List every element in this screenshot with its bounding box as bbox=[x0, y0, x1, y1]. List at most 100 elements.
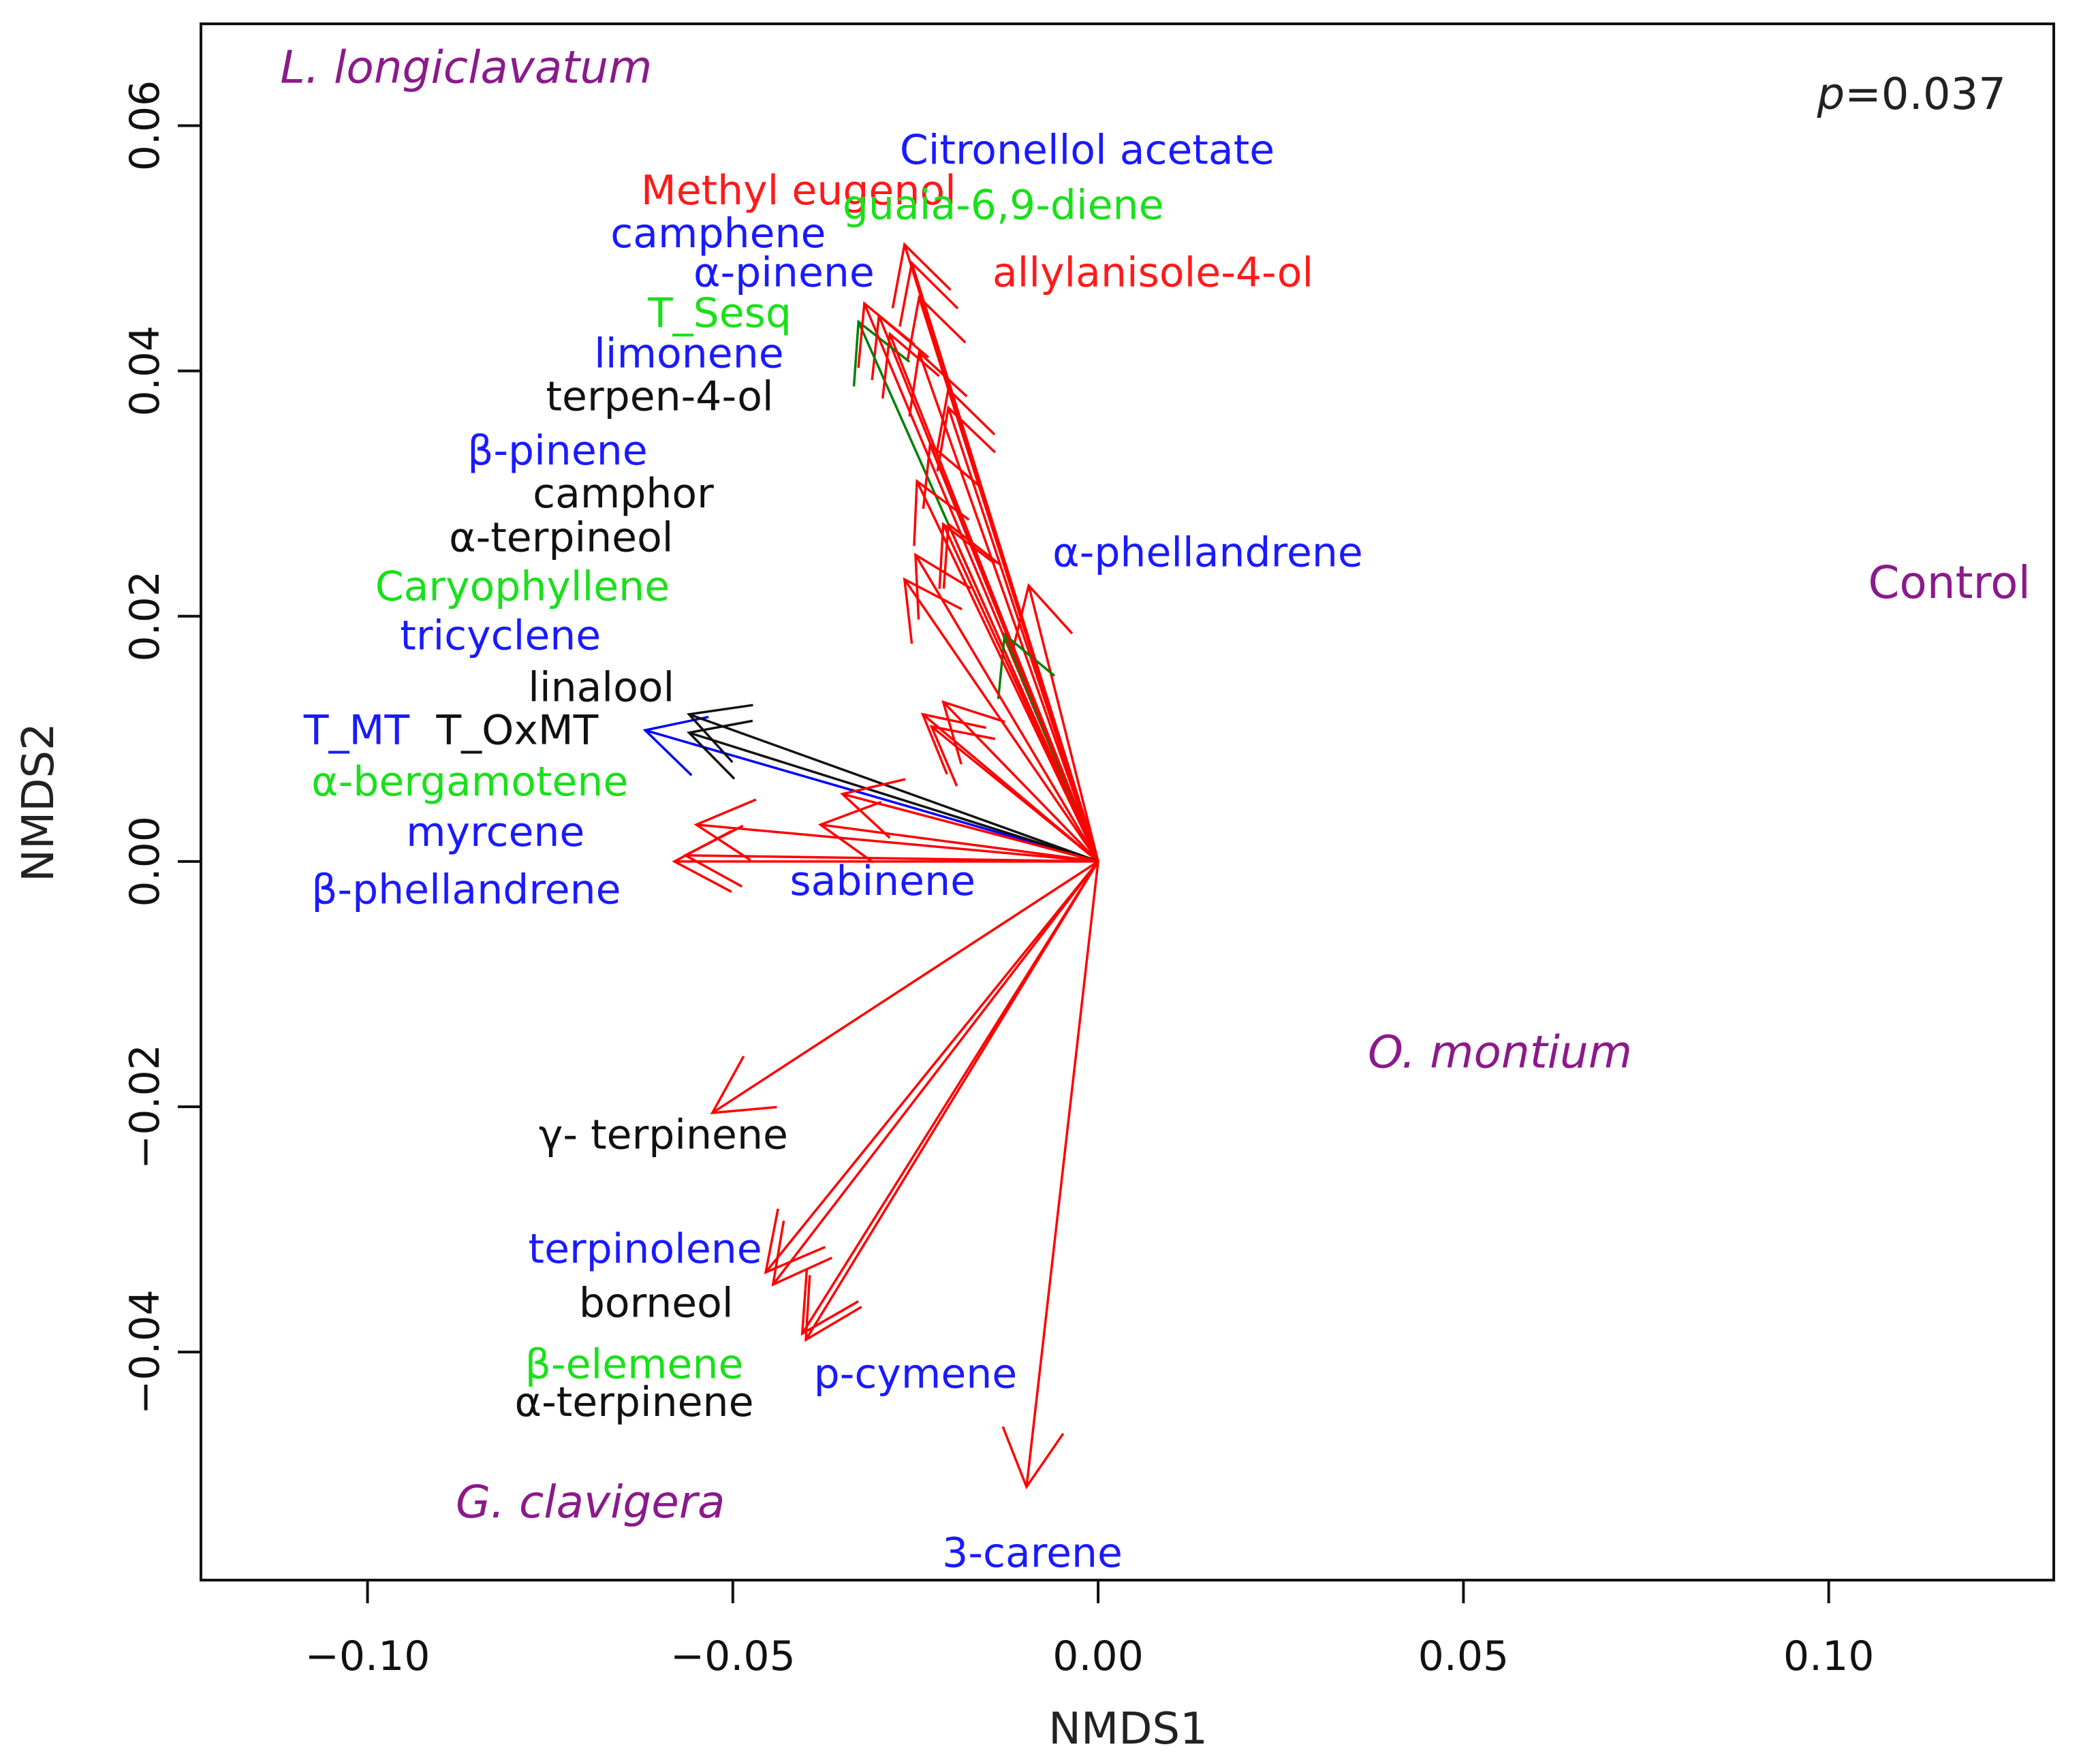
vector-shaft bbox=[644, 729, 1099, 863]
vector-shaft bbox=[942, 523, 1099, 862]
vector-shaft bbox=[947, 389, 1099, 862]
group-label: G. clavigera bbox=[456, 1476, 725, 1528]
vector-shaft bbox=[930, 725, 1099, 863]
vector-arrowhead bbox=[771, 1220, 833, 1287]
vector-arrowhead bbox=[710, 1055, 777, 1114]
vector-arrow bbox=[710, 860, 1099, 1114]
vector-label: terpen-4-ol bbox=[546, 373, 774, 421]
vector-label: sabinene bbox=[789, 857, 975, 905]
vector-shaft bbox=[711, 860, 1099, 1114]
vector-label: Caryophyllene bbox=[375, 563, 670, 611]
p-value-annotation: p=0.037 bbox=[1817, 69, 2006, 120]
vector-arrowhead bbox=[938, 522, 996, 589]
vector-arrowhead bbox=[840, 778, 906, 839]
y-tick-label: 0.04 bbox=[121, 326, 169, 417]
vector-label: α-phellandrene bbox=[1052, 529, 1363, 576]
vector-shaft bbox=[688, 713, 1099, 863]
p-symbol: p bbox=[1817, 69, 1845, 120]
vector-arrowhead bbox=[929, 725, 996, 787]
vector-arrow bbox=[935, 387, 1099, 862]
vector-label: terpinolene bbox=[529, 1225, 762, 1273]
vector-arrowhead bbox=[764, 1208, 826, 1274]
vector-shaft bbox=[918, 351, 1099, 862]
vector-arrowhead bbox=[903, 577, 963, 644]
vector-arrowhead bbox=[906, 294, 967, 362]
vector-arrow bbox=[804, 860, 1099, 1342]
vector-shaft bbox=[842, 793, 1099, 863]
vector-arrow bbox=[686, 719, 1099, 863]
vector-shaft bbox=[1025, 861, 1099, 1487]
vector-shaft bbox=[1027, 585, 1099, 862]
vector-arrowhead bbox=[800, 1269, 859, 1336]
vector-arrow bbox=[1012, 583, 1099, 862]
vector-arrowhead bbox=[941, 700, 1005, 765]
vector-shaft bbox=[928, 443, 1099, 862]
vector-shaft bbox=[772, 860, 1099, 1286]
vector-arrowhead bbox=[908, 350, 968, 417]
vector-arrow bbox=[686, 704, 1099, 863]
vector-arrow bbox=[642, 715, 1099, 863]
vector-label: β-phellandrene bbox=[311, 866, 621, 913]
vector-arrowhead bbox=[693, 798, 757, 862]
y-tick-label: 0.02 bbox=[121, 571, 169, 662]
vector-label: γ- terpinene bbox=[539, 1112, 788, 1159]
vector-shaft bbox=[688, 731, 1099, 863]
vector-arrowhead bbox=[920, 712, 986, 775]
vector-arrowhead bbox=[686, 719, 753, 780]
vector-arrow bbox=[672, 830, 1099, 893]
vector-label: camphene bbox=[610, 210, 826, 257]
vector-arrowhead bbox=[936, 405, 997, 472]
vector-label: α-pinene bbox=[693, 249, 875, 297]
vector-arrowhead bbox=[852, 319, 911, 387]
vector-label: p-cymene bbox=[814, 1351, 1018, 1398]
vector-label: T_Sesq bbox=[647, 289, 792, 337]
vector-label: myrcene bbox=[406, 808, 584, 856]
group-label: L. longiclavatum bbox=[280, 41, 652, 93]
x-tick-label: 0.10 bbox=[1783, 1633, 1875, 1680]
vector-arrowhead bbox=[642, 715, 709, 776]
vector-arrow bbox=[941, 700, 1099, 863]
y-axis-title: NMDS2 bbox=[14, 723, 64, 882]
vector-arrowhead bbox=[1001, 1426, 1065, 1490]
loading-vectors bbox=[642, 242, 1099, 1490]
vector-shaft bbox=[696, 823, 1099, 863]
vector-arrow bbox=[938, 522, 1099, 862]
vector-shaft bbox=[942, 701, 1099, 863]
vector-label: allylanisole-4-ol bbox=[992, 249, 1313, 297]
vector-arrow bbox=[1001, 861, 1099, 1490]
vector-label: borneol bbox=[579, 1279, 734, 1327]
vector-shaft bbox=[804, 860, 1099, 1340]
vector-arrow bbox=[764, 860, 1099, 1274]
vector-arrowhead bbox=[891, 242, 952, 309]
vector-arrow bbox=[693, 798, 1099, 863]
vector-shaft bbox=[764, 860, 1099, 1274]
vector-label: T_OxMT bbox=[436, 706, 599, 754]
y-tick-label: 0.06 bbox=[121, 80, 169, 172]
vector-arrowhead bbox=[672, 830, 732, 893]
vector-label: β-elemene bbox=[525, 1340, 744, 1388]
vector-label: camphor bbox=[533, 470, 714, 518]
vector-arrow bbox=[929, 725, 1099, 863]
x-tick-label: −0.10 bbox=[305, 1633, 431, 1680]
vector-arrow bbox=[817, 800, 1099, 864]
vector-arrowhead bbox=[942, 522, 1001, 589]
vector-shaft bbox=[914, 554, 1099, 862]
vector-arrow bbox=[771, 860, 1099, 1287]
x-axis-title: NMDS1 bbox=[1048, 1704, 1208, 1754]
vector-label: α-bergamotene bbox=[311, 758, 628, 806]
vector-label: limonene bbox=[594, 330, 783, 378]
group-label: O. montium bbox=[1368, 1026, 1632, 1078]
vector-label: tricyclene bbox=[400, 612, 601, 660]
vector-label: α-terpineol bbox=[449, 514, 673, 562]
vector-arrowhead bbox=[686, 704, 753, 763]
vector-arrow bbox=[840, 778, 1099, 863]
x-tick-label: −0.05 bbox=[670, 1633, 796, 1680]
vector-label: 3-carene bbox=[942, 1530, 1123, 1577]
vector-label: T_MT bbox=[303, 706, 409, 754]
y-tick-label: −0.02 bbox=[121, 1044, 169, 1169]
x-tick-label: 0.00 bbox=[1052, 1633, 1144, 1680]
vector-label: β-pinene bbox=[467, 427, 648, 475]
plot-frame bbox=[200, 22, 2055, 1581]
